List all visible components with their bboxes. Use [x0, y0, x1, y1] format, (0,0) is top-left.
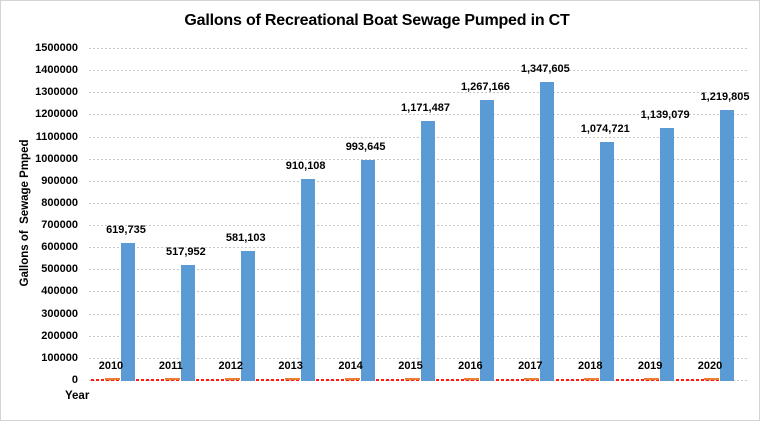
bar-2013: [300, 178, 315, 381]
x-axis-tick-label: 2010: [98, 360, 124, 372]
gridline: [89, 136, 748, 138]
gridline: [89, 114, 748, 116]
baseline-orange-marker: [104, 378, 120, 380]
chart-title: Gallons of Recreational Boat Sewage Pump…: [184, 12, 570, 29]
y-axis-tick-label: 1500000: [35, 42, 78, 54]
x-axis-tick-label: 2011: [158, 360, 183, 372]
bar-2019: [660, 127, 675, 381]
bar-2018: [600, 142, 615, 381]
gridline: [89, 70, 748, 72]
y-axis-tick-label: 1300000: [35, 86, 78, 99]
baseline-orange-marker: [284, 378, 300, 380]
y-axis-tick-label: 1400000: [35, 64, 78, 77]
y-axis-tick-label: 800000: [41, 196, 78, 209]
baseline-orange-marker: [464, 378, 480, 380]
y-axis-tick-label: 0: [71, 374, 78, 386]
y-axis-tick-label: 100000: [41, 351, 78, 364]
bar-2016: [480, 99, 495, 381]
bar-value-label: 1,219,805: [700, 91, 750, 104]
bar-2017: [540, 81, 555, 381]
x-axis-tick-label: 2019: [637, 360, 663, 372]
x-axis-tick-label: 2013: [278, 360, 303, 372]
bar-value-label: 1,267,166: [460, 80, 510, 93]
bar-value-label: 619,735: [106, 223, 146, 236]
bar-value-label: 1,171,487: [401, 101, 450, 114]
x-axis-tick-label: 2015: [398, 360, 423, 372]
x-axis-tick-label: 2020: [697, 360, 723, 372]
y-axis-tick-label: 300000: [41, 307, 78, 320]
gridline: [89, 247, 748, 249]
stray-white-dot: [413, 252, 416, 255]
baseline-orange-marker: [224, 378, 240, 380]
bar-value-label: 1,139,079: [640, 108, 690, 121]
bar-2014: [360, 160, 375, 381]
bar-2020: [720, 110, 735, 381]
bar-value-label: 517,952: [165, 246, 206, 259]
x-axis-tick-label: 2016: [458, 360, 483, 372]
baseline-orange-marker: [584, 378, 600, 380]
y-axis-tick-label: 900000: [41, 174, 78, 187]
x-axis-tick-label: 2018: [577, 360, 603, 372]
x-axis-tick-label: 2014: [338, 360, 363, 372]
x-axis-title: Year: [65, 390, 90, 402]
bar-2012: [240, 251, 255, 381]
baseline-orange-marker: [164, 378, 180, 380]
gridline: [89, 158, 748, 160]
bar-value-label: 1,347,605: [520, 62, 570, 75]
y-axis-tick-label: 700000: [41, 219, 78, 232]
gridline: [89, 92, 748, 94]
y-axis-tick-label: 500000: [41, 263, 78, 276]
bar-value-label: 1,074,721: [580, 123, 630, 136]
gridline: [89, 291, 748, 293]
y-axis-tick-label: 1000000: [35, 152, 78, 165]
bar-2010: [120, 242, 135, 381]
gridline: [89, 202, 748, 204]
gridline: [89, 357, 748, 359]
zero-dashed-line: [91, 379, 734, 381]
gridline: [89, 48, 748, 49]
x-axis-tick-label: 2012: [218, 360, 243, 372]
baseline-orange-marker: [344, 378, 360, 380]
bar-value-label: 993,645: [345, 141, 386, 154]
baseline-orange-marker: [524, 378, 540, 380]
gridline: [89, 180, 748, 182]
y-axis-tick-label: 400000: [41, 285, 78, 298]
gridline: [89, 313, 748, 315]
gridline: [89, 335, 748, 337]
x-axis-tick-label: 2017: [518, 360, 543, 372]
bar-2011: [180, 265, 195, 381]
y-axis-tick-label: 600000: [41, 241, 78, 254]
y-axis-tick-label: 1200000: [35, 108, 78, 121]
baseline-orange-marker: [704, 378, 720, 380]
y-axis-tick-label: 1100000: [35, 130, 78, 143]
bar-value-label: 910,108: [285, 159, 326, 172]
baseline-orange-marker: [644, 378, 660, 380]
bar-2015: [420, 120, 435, 381]
gridline: [89, 225, 748, 227]
gridline: [89, 269, 748, 271]
baseline-orange-marker: [404, 378, 420, 380]
y-axis-tick-label: 200000: [41, 329, 78, 342]
bar-value-label: 581,103: [225, 232, 266, 245]
